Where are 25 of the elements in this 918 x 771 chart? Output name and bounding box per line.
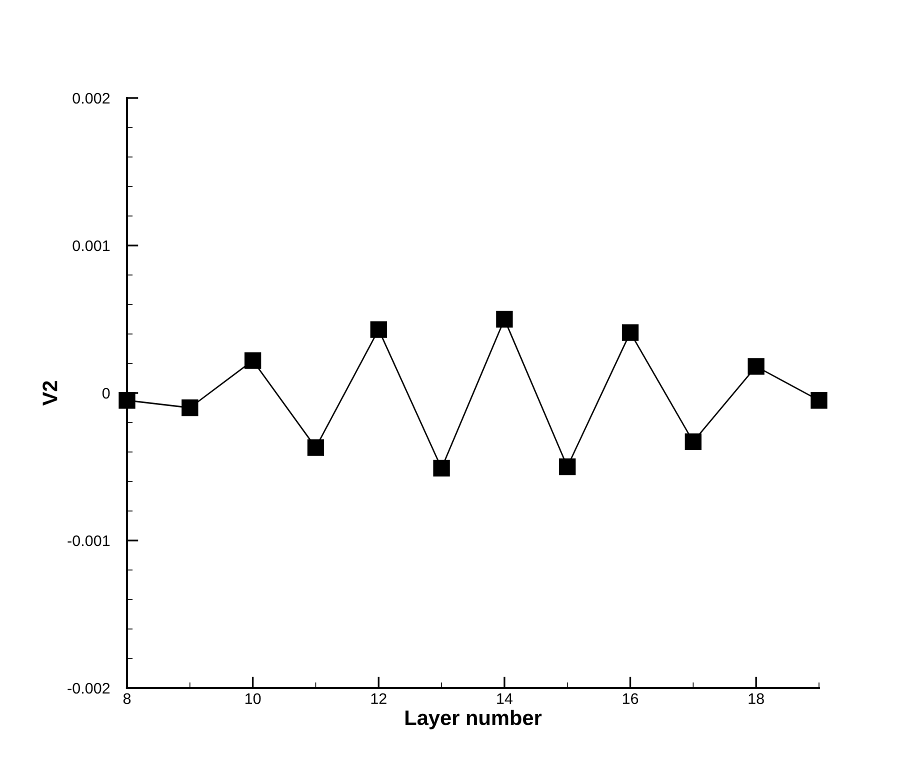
x-tick-label: 8 bbox=[123, 693, 131, 704]
point bbox=[244, 352, 262, 369]
point bbox=[307, 439, 324, 456]
point bbox=[810, 392, 828, 409]
y-tick-label: 0.001 bbox=[72, 240, 110, 252]
y-tick-label: 0.002 bbox=[72, 92, 110, 104]
point bbox=[622, 324, 639, 341]
point bbox=[496, 310, 513, 328]
point bbox=[370, 321, 387, 338]
y-axis-title: V2 bbox=[42, 381, 58, 406]
y-tick-label: -0.001 bbox=[68, 535, 110, 546]
x-axis-title: Layer number bbox=[406, 710, 542, 730]
point bbox=[118, 392, 136, 409]
point bbox=[182, 399, 198, 416]
point bbox=[433, 460, 450, 477]
y-tick-label: 0 bbox=[102, 388, 110, 399]
x-tick-label: 16 bbox=[622, 693, 638, 704]
x-tick-label: 12 bbox=[371, 693, 386, 704]
x-tick-label: 10 bbox=[245, 693, 261, 704]
y-tick-label: -0.002 bbox=[68, 682, 110, 694]
x-tick-label: 18 bbox=[748, 693, 764, 704]
point bbox=[748, 358, 764, 375]
point bbox=[559, 458, 576, 476]
point bbox=[684, 433, 702, 450]
x-tick-label: 14 bbox=[497, 693, 513, 704]
